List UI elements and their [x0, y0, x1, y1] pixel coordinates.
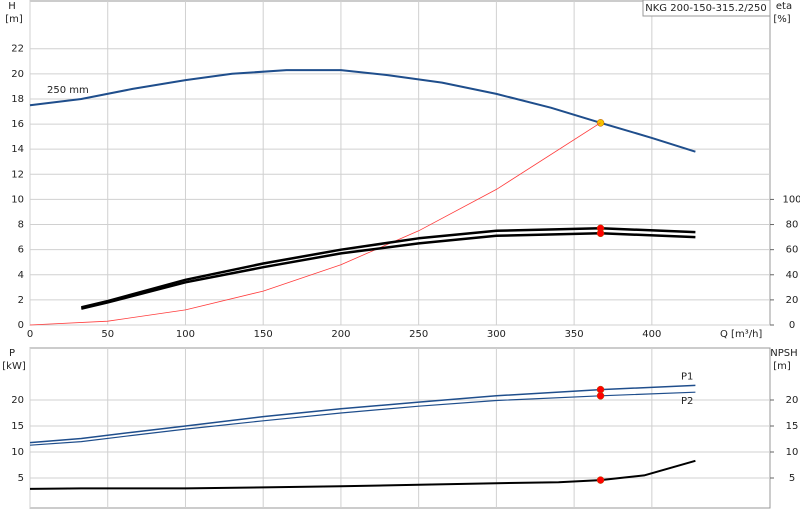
y-tick-label: 18	[11, 94, 24, 105]
y2-tick-label: 40	[786, 270, 799, 281]
x-tick-label: 400	[642, 329, 661, 340]
x-tick-label: 50	[101, 329, 114, 340]
y-tick-label: 10	[11, 447, 24, 458]
x-tick-label: 250	[409, 329, 428, 340]
y-tick-label: 14	[11, 144, 24, 155]
y-tick-label: 20	[11, 395, 24, 406]
x-tick-label: 200	[331, 329, 350, 340]
y-tick-label: 12	[11, 169, 24, 180]
y-tick-label: 5	[18, 473, 24, 484]
x-tick-label: 100	[176, 329, 195, 340]
y-tick-label: 0	[18, 320, 24, 331]
y-tick-label: 10	[11, 194, 24, 205]
y2-tick-label: 20	[786, 395, 799, 406]
x-tick-label: 300	[487, 329, 506, 340]
operating-point	[596, 119, 605, 127]
operating-point	[596, 385, 605, 394]
y2-tick-label: 10	[786, 447, 799, 458]
series-label: P2	[681, 396, 693, 407]
operating-point	[596, 392, 605, 400]
x-axis-label: Q [m³/h]	[720, 329, 762, 340]
y-tick-label: 6	[18, 245, 24, 256]
y-tick-label: 22	[11, 44, 24, 55]
y2-tick-label: 80	[786, 220, 799, 231]
y-axis-unit: [m]	[5, 14, 23, 25]
series-label: P1	[681, 371, 693, 382]
y-tick-label: 2	[18, 295, 24, 306]
curve	[81, 227, 696, 309]
x-tick-label: 350	[565, 329, 584, 340]
x-tick-label: 150	[254, 329, 273, 340]
curve	[29, 69, 696, 153]
y2-tick-label: 15	[786, 421, 799, 432]
title-box	[642, 0, 771, 17]
y-tick-label: 16	[11, 119, 24, 130]
plot-frame	[29, 0, 771, 326]
x-tick-label: 0	[27, 329, 33, 340]
y2-axis-unit: [%]	[773, 14, 790, 25]
y2-axis-label: eta	[776, 1, 792, 12]
y-tick-label: 20	[11, 69, 24, 80]
y2-tick-label: 5	[789, 473, 795, 484]
y-axis-unit: [kW]	[2, 361, 26, 372]
curve	[29, 384, 696, 444]
series-label: 250 mm	[47, 85, 89, 96]
y-tick-label: 4	[18, 270, 24, 281]
curve	[81, 232, 696, 310]
y2-tick-label: 0	[789, 320, 795, 331]
y2-tick-label: 60	[786, 245, 799, 256]
y-axis-label: H	[8, 1, 16, 12]
y2-axis-label: NPSH	[770, 348, 797, 359]
operating-point	[596, 476, 605, 484]
y-axis-label: P	[9, 348, 15, 359]
operating-point	[596, 229, 605, 238]
y2-tick-label: 100	[782, 194, 800, 205]
chart-title: NKG 200-150-315.2/250	[645, 3, 766, 14]
y-tick-label: 15	[11, 421, 24, 432]
y-tick-label: 8	[18, 220, 24, 231]
plot-frame	[29, 347, 771, 509]
curve	[29, 459, 696, 490]
y2-tick-label: 20	[786, 295, 799, 306]
curve	[29, 122, 601, 326]
curve	[29, 391, 696, 446]
y2-axis-unit: [m]	[773, 361, 791, 372]
